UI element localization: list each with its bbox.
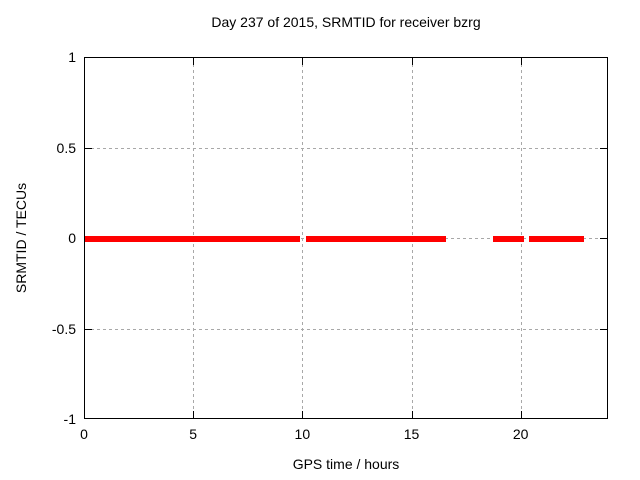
y-tick-label: 1	[68, 49, 76, 65]
x-tick-bottom	[520, 411, 522, 418]
y-tick-right	[600, 328, 607, 330]
x-tick-label: 20	[512, 426, 529, 442]
x-tick-bottom	[411, 411, 413, 418]
data-segment	[305, 236, 447, 242]
x-tick-bottom	[193, 411, 195, 418]
x-axis-label: GPS time / hours	[292, 456, 400, 472]
x-tick-label: 5	[189, 426, 198, 442]
y-tick-left	[85, 147, 92, 149]
chart-title: Day 237 of 2015, SRMTID for receiver bzr…	[211, 14, 481, 30]
x-tick-top	[193, 58, 195, 65]
y-axis-label: SRMTID / TECUs	[13, 182, 29, 294]
plot-area	[84, 57, 608, 419]
data-segment	[492, 236, 525, 242]
x-tick-top	[411, 58, 413, 65]
y-tick-label: 0.5	[56, 139, 76, 156]
x-tick-label: 10	[294, 426, 311, 442]
x-tick-top	[302, 58, 304, 65]
x-tick-bottom	[302, 411, 304, 418]
y-tick-label: 0	[68, 230, 76, 246]
y-gridline	[85, 147, 607, 149]
y-tick-right	[600, 238, 607, 239]
x-tick-label: 0	[80, 426, 88, 442]
x-tick-top	[520, 58, 522, 65]
y-tick-left	[85, 328, 92, 330]
y-tick-label: -0.5	[51, 320, 76, 337]
y-tick-label: -1	[63, 411, 76, 427]
x-tick-label: 15	[403, 426, 420, 442]
data-segment	[85, 236, 301, 242]
y-tick-right	[600, 147, 607, 149]
y-gridline	[85, 328, 607, 330]
data-segment	[529, 236, 585, 242]
